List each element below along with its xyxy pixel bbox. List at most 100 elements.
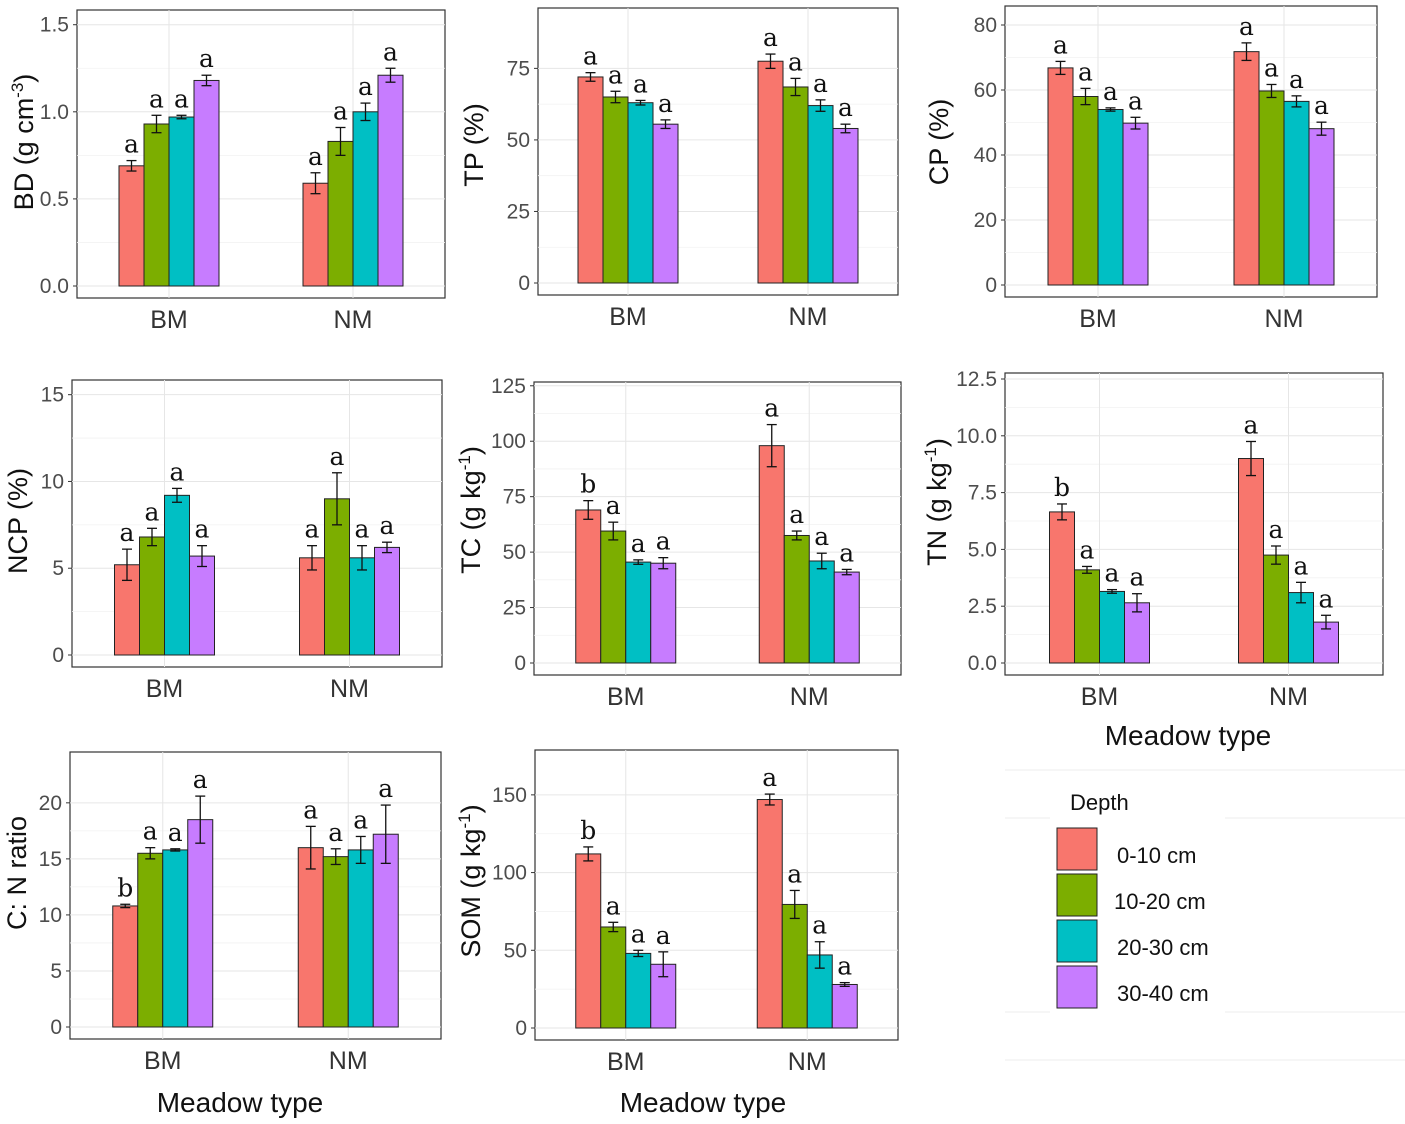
legend-key-0-10cm — [1056, 827, 1098, 871]
bar-30-40cm-BM — [1122, 122, 1149, 286]
x-tick-label-NM: NM — [788, 1048, 827, 1076]
bar-20-30cm-BM — [162, 849, 189, 1028]
significance-letter: a — [149, 84, 164, 113]
depth-legend: Depth 0-10 cm 10-20 cm 20-30 cm 30-40 cm — [1005, 769, 1405, 1061]
significance-letter: a — [656, 921, 671, 950]
bar-10-20cm-BM — [600, 530, 627, 664]
legend-label-20-30cm: 20-30 cm — [1117, 935, 1209, 960]
y-tick-label: 0.0 — [968, 652, 997, 675]
bar-30-40cm-BM — [189, 555, 215, 656]
bar-0-10cm-BM — [1049, 511, 1075, 664]
x-axis-label: Meadow type — [157, 1087, 324, 1118]
significance-letter: a — [633, 69, 648, 98]
significance-letter: a — [380, 511, 395, 540]
bar-10-20cm-BM — [139, 536, 165, 656]
x-tick-label-NM: NM — [329, 1047, 368, 1075]
bar-20-30cm-NM — [807, 105, 834, 284]
bar-10-20cm-BM — [137, 852, 164, 1028]
significance-letter: a — [1314, 91, 1329, 120]
significance-letter: a — [1244, 410, 1259, 439]
significance-letter: a — [1128, 86, 1143, 115]
bar-0-10cm-BM — [112, 905, 139, 1028]
y-axis-label: NCP (%) — [3, 468, 33, 574]
y-tick-label: 5 — [52, 557, 64, 580]
bar-10-20cm-NM — [1258, 90, 1285, 286]
bar-10-20cm-NM — [322, 856, 349, 1028]
bar-10-20cm-BM — [602, 96, 629, 284]
y-tick-label: 75 — [507, 57, 530, 80]
significance-letter: a — [1239, 12, 1254, 41]
bar-0-10cm-BM — [575, 509, 602, 664]
bar-0-10cm-NM — [756, 799, 783, 1029]
bar-20-30cm-NM — [1288, 592, 1314, 664]
significance-letter: a — [1103, 77, 1118, 106]
y-tick-label: 20 — [39, 792, 62, 815]
significance-letter: a — [193, 765, 208, 794]
bar-0-10cm-NM — [297, 847, 324, 1028]
x-tick-label-BM: BM — [1081, 683, 1119, 711]
significance-letter: a — [838, 93, 853, 122]
bar-20-30cm-NM — [352, 111, 379, 287]
x-tick-label-BM: BM — [144, 1047, 182, 1075]
y-tick-label: 7.5 — [968, 482, 997, 505]
y-tick-label: 0 — [50, 1016, 62, 1039]
bar-30-40cm-BM — [650, 562, 677, 664]
significance-letter: a — [199, 44, 214, 73]
significance-letter: a — [1078, 57, 1093, 86]
significance-letter: a — [656, 527, 671, 556]
y-tick-label: 0.0 — [40, 275, 69, 298]
y-tick-label: 10.0 — [956, 425, 997, 448]
significance-letter: a — [1130, 563, 1145, 592]
significance-letter: a — [631, 529, 646, 558]
bar-30-40cm-NM — [833, 571, 860, 664]
significance-letter: a — [787, 859, 802, 888]
significance-letter: a — [762, 763, 777, 792]
legend-label-0-10cm: 0-10 cm — [1117, 843, 1196, 868]
y-tick-label: 0 — [514, 652, 526, 675]
y-tick-label: 5.0 — [968, 538, 997, 561]
x-tick-label-BM: BM — [146, 675, 184, 703]
y-axis-label: TP (%) — [459, 103, 489, 187]
bar-20-30cm-NM — [808, 560, 835, 664]
x-tick-label-BM: BM — [607, 1048, 645, 1076]
significance-letter: a — [308, 142, 323, 171]
bar-30-40cm-BM — [652, 123, 679, 284]
bar-0-10cm-NM — [1238, 458, 1264, 664]
bar-0-10cm-NM — [302, 182, 329, 287]
bar-10-20cm-BM — [143, 123, 170, 287]
bar-20-30cm-BM — [625, 952, 652, 1029]
significance-letter: a — [1264, 53, 1279, 82]
significance-letter: a — [606, 491, 621, 520]
bar-20-30cm-BM — [164, 494, 190, 656]
x-tick-label-NM: NM — [334, 306, 373, 334]
legend-label-10-20cm: 10-20 cm — [1114, 889, 1206, 914]
significance-letter: a — [583, 42, 598, 71]
significance-letter: a — [812, 911, 827, 940]
bar-30-40cm-NM — [1308, 128, 1335, 286]
significance-letter: a — [837, 952, 852, 981]
significance-letter: a — [303, 795, 318, 824]
significance-letter: a — [814, 522, 829, 551]
bar-10-20cm-NM — [782, 86, 809, 284]
bar-20-30cm-NM — [1283, 100, 1310, 286]
bar-0-10cm-BM — [575, 853, 602, 1029]
significance-letter: a — [353, 805, 368, 834]
significance-letter: a — [788, 47, 803, 76]
y-tick-label: 60 — [974, 79, 997, 102]
y-tick-label: 1.5 — [40, 14, 69, 37]
significance-letter: a — [1080, 535, 1095, 564]
bar-20-30cm-BM — [625, 561, 652, 664]
significance-letter: b — [580, 470, 596, 499]
bar-30-40cm-BM — [1124, 602, 1150, 664]
significance-letter: b — [1054, 473, 1070, 502]
significance-letter: a — [328, 818, 343, 847]
significance-letter: a — [608, 60, 623, 89]
y-tick-label: 0.5 — [40, 188, 69, 211]
y-tick-label: 0 — [515, 1017, 527, 1040]
y-tick-label: 2.5 — [968, 595, 997, 618]
y-tick-label: 40 — [974, 144, 997, 167]
bar-30-40cm-NM — [374, 546, 400, 656]
